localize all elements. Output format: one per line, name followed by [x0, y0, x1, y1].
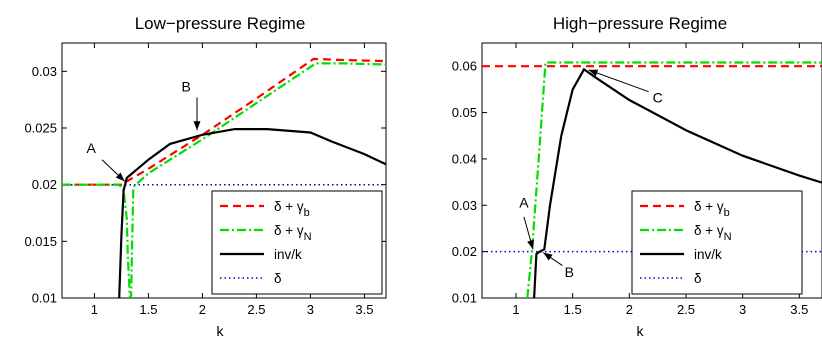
legend-label: δ	[694, 271, 702, 286]
annotation-label: B	[565, 264, 574, 280]
legend-label-main: inv/k	[274, 247, 302, 262]
y-tick-label: 0.01	[452, 291, 477, 306]
x-tick-label: 1	[512, 302, 519, 317]
legend-label-main: δ	[694, 271, 702, 286]
y-tick-label: 0.05	[452, 105, 477, 120]
legend-label-sub: b	[724, 207, 730, 219]
annotation-arrow	[588, 69, 649, 93]
legend-label-main: δ + γ	[274, 199, 304, 214]
x-tick-label: 3.5	[355, 302, 373, 317]
legend-label: δ	[274, 271, 282, 286]
x-tick-label: 1	[91, 302, 98, 317]
series-line-2	[533, 67, 822, 298]
y-tick-label: 0.015	[24, 234, 57, 249]
legend-label-sub: N	[724, 231, 732, 243]
legend-label: δ + γb	[274, 199, 310, 219]
annotation-arrowhead	[115, 172, 125, 182]
y-tick-label: 0.06	[452, 59, 477, 74]
annotation-arrowhead	[193, 121, 201, 131]
legend-label-main: δ + γ	[274, 223, 304, 238]
x-tick-label: 2.5	[247, 302, 265, 317]
x-axis-label: k	[637, 323, 645, 339]
annotation-label: A	[86, 140, 96, 156]
legend-label-main: δ + γ	[694, 223, 724, 238]
x-tick-label: 3.5	[790, 302, 808, 317]
y-tick-label: 0.04	[452, 151, 477, 166]
legend-label-main: δ + γ	[694, 199, 724, 214]
y-tick-label: 0.03	[32, 64, 57, 79]
legend-label: δ + γN	[274, 223, 312, 243]
legend-label-main: δ	[274, 271, 282, 286]
legend-label: δ + γb	[694, 199, 730, 219]
y-tick-label: 0.02	[452, 244, 477, 259]
x-axis-label: k	[217, 323, 225, 339]
legend-label-sub: N	[304, 231, 312, 243]
x-tick-label: 2	[199, 302, 206, 317]
chart-title: High−pressure Regime	[553, 14, 727, 33]
x-tick-label: 2.5	[677, 302, 695, 317]
x-tick-label: 3	[307, 302, 314, 317]
chart-low-pressure: Low−pressure Regime k 1 1.5 2 2.5 3 3.5 0.01 0.…	[24, 14, 387, 339]
series-line-2	[118, 128, 386, 298]
x-tick-label: 2	[626, 302, 633, 317]
legend-box	[211, 190, 383, 295]
legend-label-sub: b	[304, 207, 310, 219]
y-tick-label: 0.02	[32, 177, 57, 192]
x-tick-label: 1.5	[139, 302, 157, 317]
legend-label: δ + γN	[694, 223, 732, 243]
annotation-label: C	[653, 89, 663, 105]
annotation-label: A	[519, 195, 529, 211]
y-tick-label: 0.01	[32, 291, 57, 306]
legend-label: inv/k	[274, 247, 302, 262]
legend-label-main: inv/k	[694, 247, 722, 262]
y-tick-label: 0.025	[24, 121, 57, 136]
legend-label: inv/k	[694, 247, 722, 262]
legend-box	[631, 190, 803, 295]
x-tick-label: 3	[739, 302, 746, 317]
chart-title: Low−pressure Regime	[135, 14, 306, 33]
annotation-arrowhead	[527, 239, 534, 250]
annotation-arrowhead	[588, 69, 599, 77]
annotation-arrowhead	[543, 252, 553, 261]
series-line-1	[526, 61, 822, 298]
x-tick-label: 1.5	[564, 302, 582, 317]
annotation-label: B	[182, 79, 191, 95]
y-tick-label: 0.03	[452, 198, 477, 213]
chart-high-pressure: High−pressure Regime k 1 1.5 2 2.5 3 3.5 0.01 0…	[452, 14, 822, 339]
